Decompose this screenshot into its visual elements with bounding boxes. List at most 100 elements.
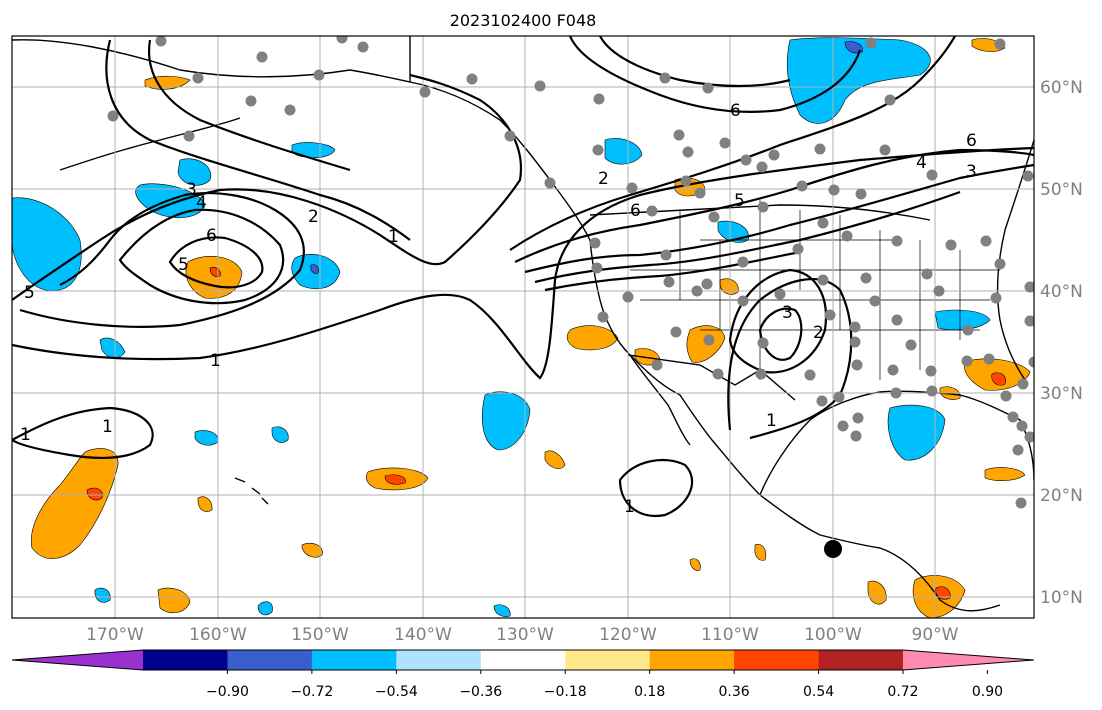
contour-label: 5 xyxy=(24,283,35,303)
map-frame xyxy=(11,35,1035,619)
border-us-canada xyxy=(589,204,931,221)
shade-red xyxy=(384,474,406,485)
coastline-baja xyxy=(629,354,691,446)
shade-blue xyxy=(291,142,336,159)
contour-north-1 xyxy=(105,39,411,241)
contour-low-1 xyxy=(727,278,853,440)
shade-blue xyxy=(887,404,946,461)
colorbar-segment xyxy=(396,650,482,670)
shade-blue xyxy=(482,391,531,451)
colorbar-tick-label: −0.54 xyxy=(375,684,418,700)
shade-dark-blue xyxy=(844,41,863,54)
contour-label: 5 xyxy=(734,191,745,211)
contour-sw-1 xyxy=(12,406,154,460)
colorbar-outline xyxy=(11,649,1035,671)
contour-us-2 xyxy=(514,148,1034,263)
stations xyxy=(107,36,1034,509)
contour-label: 3 xyxy=(966,162,977,182)
colorbar-segment xyxy=(818,650,904,670)
contour-label: 1 xyxy=(766,411,777,431)
colorbar-tick-label: −0.90 xyxy=(206,684,249,700)
colorbar: −0.90 −0.72 −0.54 −0.36 −0.18 0.18 0.36 0.54 0.7… xyxy=(11,649,1035,700)
contour-label: 1 xyxy=(102,417,113,437)
shade-orange xyxy=(867,580,887,605)
contour-label: 6 xyxy=(206,226,217,246)
contour-1-north-pacific xyxy=(12,146,1034,380)
lon-tick-label: 120°W xyxy=(599,625,657,645)
shade-blue xyxy=(271,426,289,443)
colorbar-segment xyxy=(734,650,820,670)
contour-us-3 xyxy=(524,163,1034,274)
location-marker xyxy=(824,540,842,558)
contour-label: 1 xyxy=(20,425,31,445)
lon-tick-label: 110°W xyxy=(701,625,759,645)
contour-label: 4 xyxy=(916,153,927,173)
contour-3 xyxy=(118,208,285,305)
contour-2 xyxy=(19,192,305,328)
colorbar-segment xyxy=(311,650,397,670)
shade-orange xyxy=(719,278,739,295)
colorbar-tick-label: 0.90 xyxy=(972,684,1003,700)
hawaii-islands xyxy=(234,477,269,505)
contour-label: 6 xyxy=(630,201,641,221)
shade-blue xyxy=(194,430,219,446)
contour-labels: 1 2 3 4 6 5 5 1 1 1 6 6 2 5 6 4 3 3 2 1 … xyxy=(20,101,977,517)
shade-orange xyxy=(689,558,701,571)
shade-orange xyxy=(984,467,1026,481)
contour-north-us xyxy=(568,36,862,113)
colorbar-segment xyxy=(480,650,566,670)
contour-label: 1 xyxy=(210,351,221,371)
shade-red xyxy=(991,372,1006,386)
lat-tick-label: 10°N xyxy=(1040,588,1083,608)
shade-blue xyxy=(99,337,126,359)
shade-orange xyxy=(544,450,566,469)
lon-tick-label: 140°W xyxy=(394,625,452,645)
shade-orange xyxy=(754,544,767,561)
shade-blue xyxy=(604,138,643,165)
contour-us-6 xyxy=(544,250,801,292)
shade-blue xyxy=(177,158,212,186)
shade-blue xyxy=(786,37,931,124)
colorbar-tick-label: −0.18 xyxy=(544,684,587,700)
colorbar-segment xyxy=(227,650,313,670)
shade-dark-blue xyxy=(310,264,319,274)
lon-tick-label: 130°W xyxy=(496,625,554,645)
contour-label: 6 xyxy=(966,131,977,151)
colorbar-tick-label: −0.36 xyxy=(459,684,502,700)
shade-blue xyxy=(257,601,273,616)
shade-orange xyxy=(197,496,213,512)
colorbar-tick-label: 0.18 xyxy=(634,684,665,700)
contour-label: 1 xyxy=(624,497,635,517)
shade-orange xyxy=(301,542,323,558)
contour-label: 5 xyxy=(178,255,189,275)
longitude-axis: 170°W 160°W 150°W 140°W 130°W 120°W 110°… xyxy=(86,625,959,645)
shade-blue xyxy=(934,309,991,331)
colorbar-tick-label: 0.72 xyxy=(887,684,918,700)
contour-label: 3 xyxy=(782,303,793,323)
lon-tick-label: 160°W xyxy=(189,625,247,645)
colorbar-segment xyxy=(565,650,651,670)
lon-tick-label: 170°W xyxy=(86,625,144,645)
coastline-east xyxy=(996,139,1034,381)
colorbar-tick-label: 0.54 xyxy=(803,684,834,700)
shade-blue xyxy=(94,587,111,603)
shade-orange xyxy=(157,587,191,614)
lat-tick-label: 60°N xyxy=(1040,78,1083,98)
coastline-west-us xyxy=(589,239,1001,612)
contour-low-3 xyxy=(728,268,828,374)
coastline-alaska xyxy=(12,39,591,241)
colorbar-tick-label: 0.36 xyxy=(719,684,750,700)
coastlines xyxy=(12,36,1034,612)
contour-label: 2 xyxy=(308,207,319,227)
shade-orange xyxy=(30,448,119,559)
coastline-gulf xyxy=(759,390,1034,496)
contour-label: 6 xyxy=(730,101,741,121)
latitude-axis: 60°N 50°N 40°N 30°N 20°N 10°N xyxy=(1040,78,1083,608)
colorbar-segment xyxy=(143,650,228,670)
lat-tick-label: 30°N xyxy=(1040,384,1083,404)
contour-north-2 xyxy=(148,39,351,172)
contour-1-loop xyxy=(12,73,522,301)
graticule xyxy=(12,36,1034,618)
lon-tick-label: 90°W xyxy=(912,625,959,645)
